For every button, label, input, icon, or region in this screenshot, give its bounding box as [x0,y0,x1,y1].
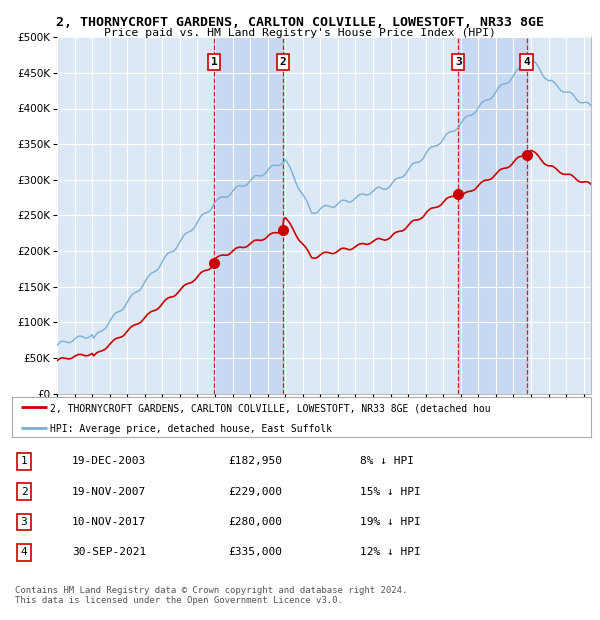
Text: 3: 3 [455,57,461,67]
Text: £280,000: £280,000 [228,517,282,527]
Text: Price paid vs. HM Land Registry's House Price Index (HPI): Price paid vs. HM Land Registry's House … [104,28,496,38]
Text: 1: 1 [211,57,218,67]
Text: 4: 4 [20,547,28,557]
Text: 2, THORNYCROFT GARDENS, CARLTON COLVILLE, LOWESTOFT, NR33 8GE (detached hou: 2, THORNYCROFT GARDENS, CARLTON COLVILLE… [50,403,490,413]
Text: Contains HM Land Registry data © Crown copyright and database right 2024.
This d: Contains HM Land Registry data © Crown c… [15,586,407,605]
Bar [214,37,283,394]
Bar [458,37,527,394]
Text: 2: 2 [20,487,28,497]
Text: 19-DEC-2003: 19-DEC-2003 [72,456,146,466]
Text: 2, THORNYCROFT GARDENS, CARLTON COLVILLE, LOWESTOFT, NR33 8GE: 2, THORNYCROFT GARDENS, CARLTON COLVILLE… [56,16,544,29]
Text: 10-NOV-2017: 10-NOV-2017 [72,517,146,527]
Text: 8% ↓ HPI: 8% ↓ HPI [360,456,414,466]
Text: HPI: Average price, detached house, East Suffolk: HPI: Average price, detached house, East… [50,425,332,435]
Text: £335,000: £335,000 [228,547,282,557]
Text: 15% ↓ HPI: 15% ↓ HPI [360,487,421,497]
Text: 19% ↓ HPI: 19% ↓ HPI [360,517,421,527]
Text: 3: 3 [20,517,28,527]
Text: 12% ↓ HPI: 12% ↓ HPI [360,547,421,557]
Text: 2: 2 [280,57,286,67]
Text: 1: 1 [20,456,28,466]
Text: 19-NOV-2007: 19-NOV-2007 [72,487,146,497]
Text: £229,000: £229,000 [228,487,282,497]
Text: 30-SEP-2021: 30-SEP-2021 [72,547,146,557]
Text: £182,950: £182,950 [228,456,282,466]
Text: 4: 4 [523,57,530,67]
